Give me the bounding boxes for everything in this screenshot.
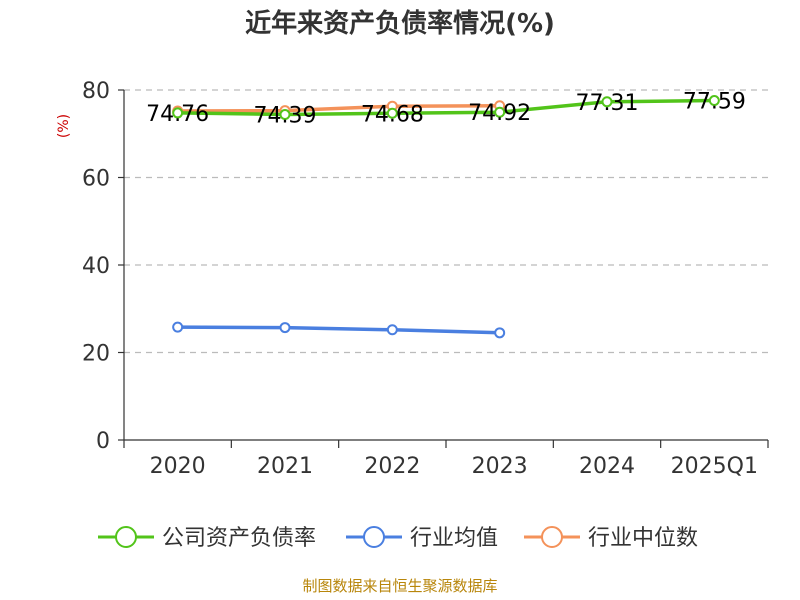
data-label: 74.92 — [468, 101, 531, 126]
y-axis-label: (%) — [56, 114, 72, 138]
legend-marker-icon — [363, 526, 385, 548]
data-point — [279, 322, 291, 334]
data-label: 77.59 — [683, 90, 746, 115]
legend[interactable]: 公司资产负债率 行业均值 行业中位数 — [98, 526, 698, 551]
y-tick-label: 0 — [96, 429, 110, 454]
legend-label: 公司资产负债率 — [162, 526, 316, 551]
y-tick-label: 20 — [82, 342, 110, 367]
data-point — [494, 106, 506, 118]
y-tick-label: 80 — [82, 79, 110, 104]
legend-item[interactable]: 行业中位数 — [524, 526, 698, 551]
x-tick-label: 2021 — [257, 454, 313, 479]
legend-item[interactable]: 公司资产负债率 — [98, 526, 316, 551]
data-label: 77.31 — [576, 91, 639, 116]
x-tick-label: 2024 — [579, 454, 635, 479]
x-tick-label: 2023 — [472, 454, 528, 479]
series-line-3 — [177, 104, 500, 113]
data-point — [172, 107, 184, 119]
legend-marker-icon — [115, 526, 137, 548]
data-point — [601, 96, 613, 108]
source-note: 制图数据来自恒生聚源数据库 — [302, 577, 497, 595]
legend-item[interactable]: 行业均值 — [346, 526, 498, 551]
x-tick-label: 2022 — [364, 454, 420, 479]
data-label: 74.68 — [361, 102, 424, 127]
grid-lines — [124, 89, 768, 354]
legend-marker-icon — [541, 526, 563, 548]
data-point — [386, 324, 398, 336]
y-tick-label: 60 — [82, 167, 110, 192]
data-label: 74.76 — [146, 102, 209, 127]
series-group — [172, 95, 720, 339]
series-line-1 — [177, 98, 715, 117]
data-point — [708, 95, 720, 107]
legend-label: 行业均值 — [410, 526, 498, 551]
axes: 0 20 40 60 80 2020 2021 2022 2023 2024 2025Q1 — [82, 79, 769, 479]
data-point — [172, 321, 184, 333]
legend-label: 行业中位数 — [588, 526, 698, 551]
data-point — [494, 327, 506, 339]
data-point — [386, 107, 398, 119]
x-tick-label: 2020 — [150, 454, 206, 479]
data-label: 74.39 — [254, 104, 317, 129]
data-labels: 74.76 74.39 74.68 74.92 77.31 77.59 — [146, 90, 746, 129]
chart-title: 近年来资产负债率情况(%) — [245, 8, 555, 39]
series-line-2 — [177, 325, 500, 335]
x-tick-label: 2025Q1 — [671, 454, 758, 479]
y-tick-label: 40 — [82, 254, 110, 279]
data-point — [279, 109, 291, 121]
